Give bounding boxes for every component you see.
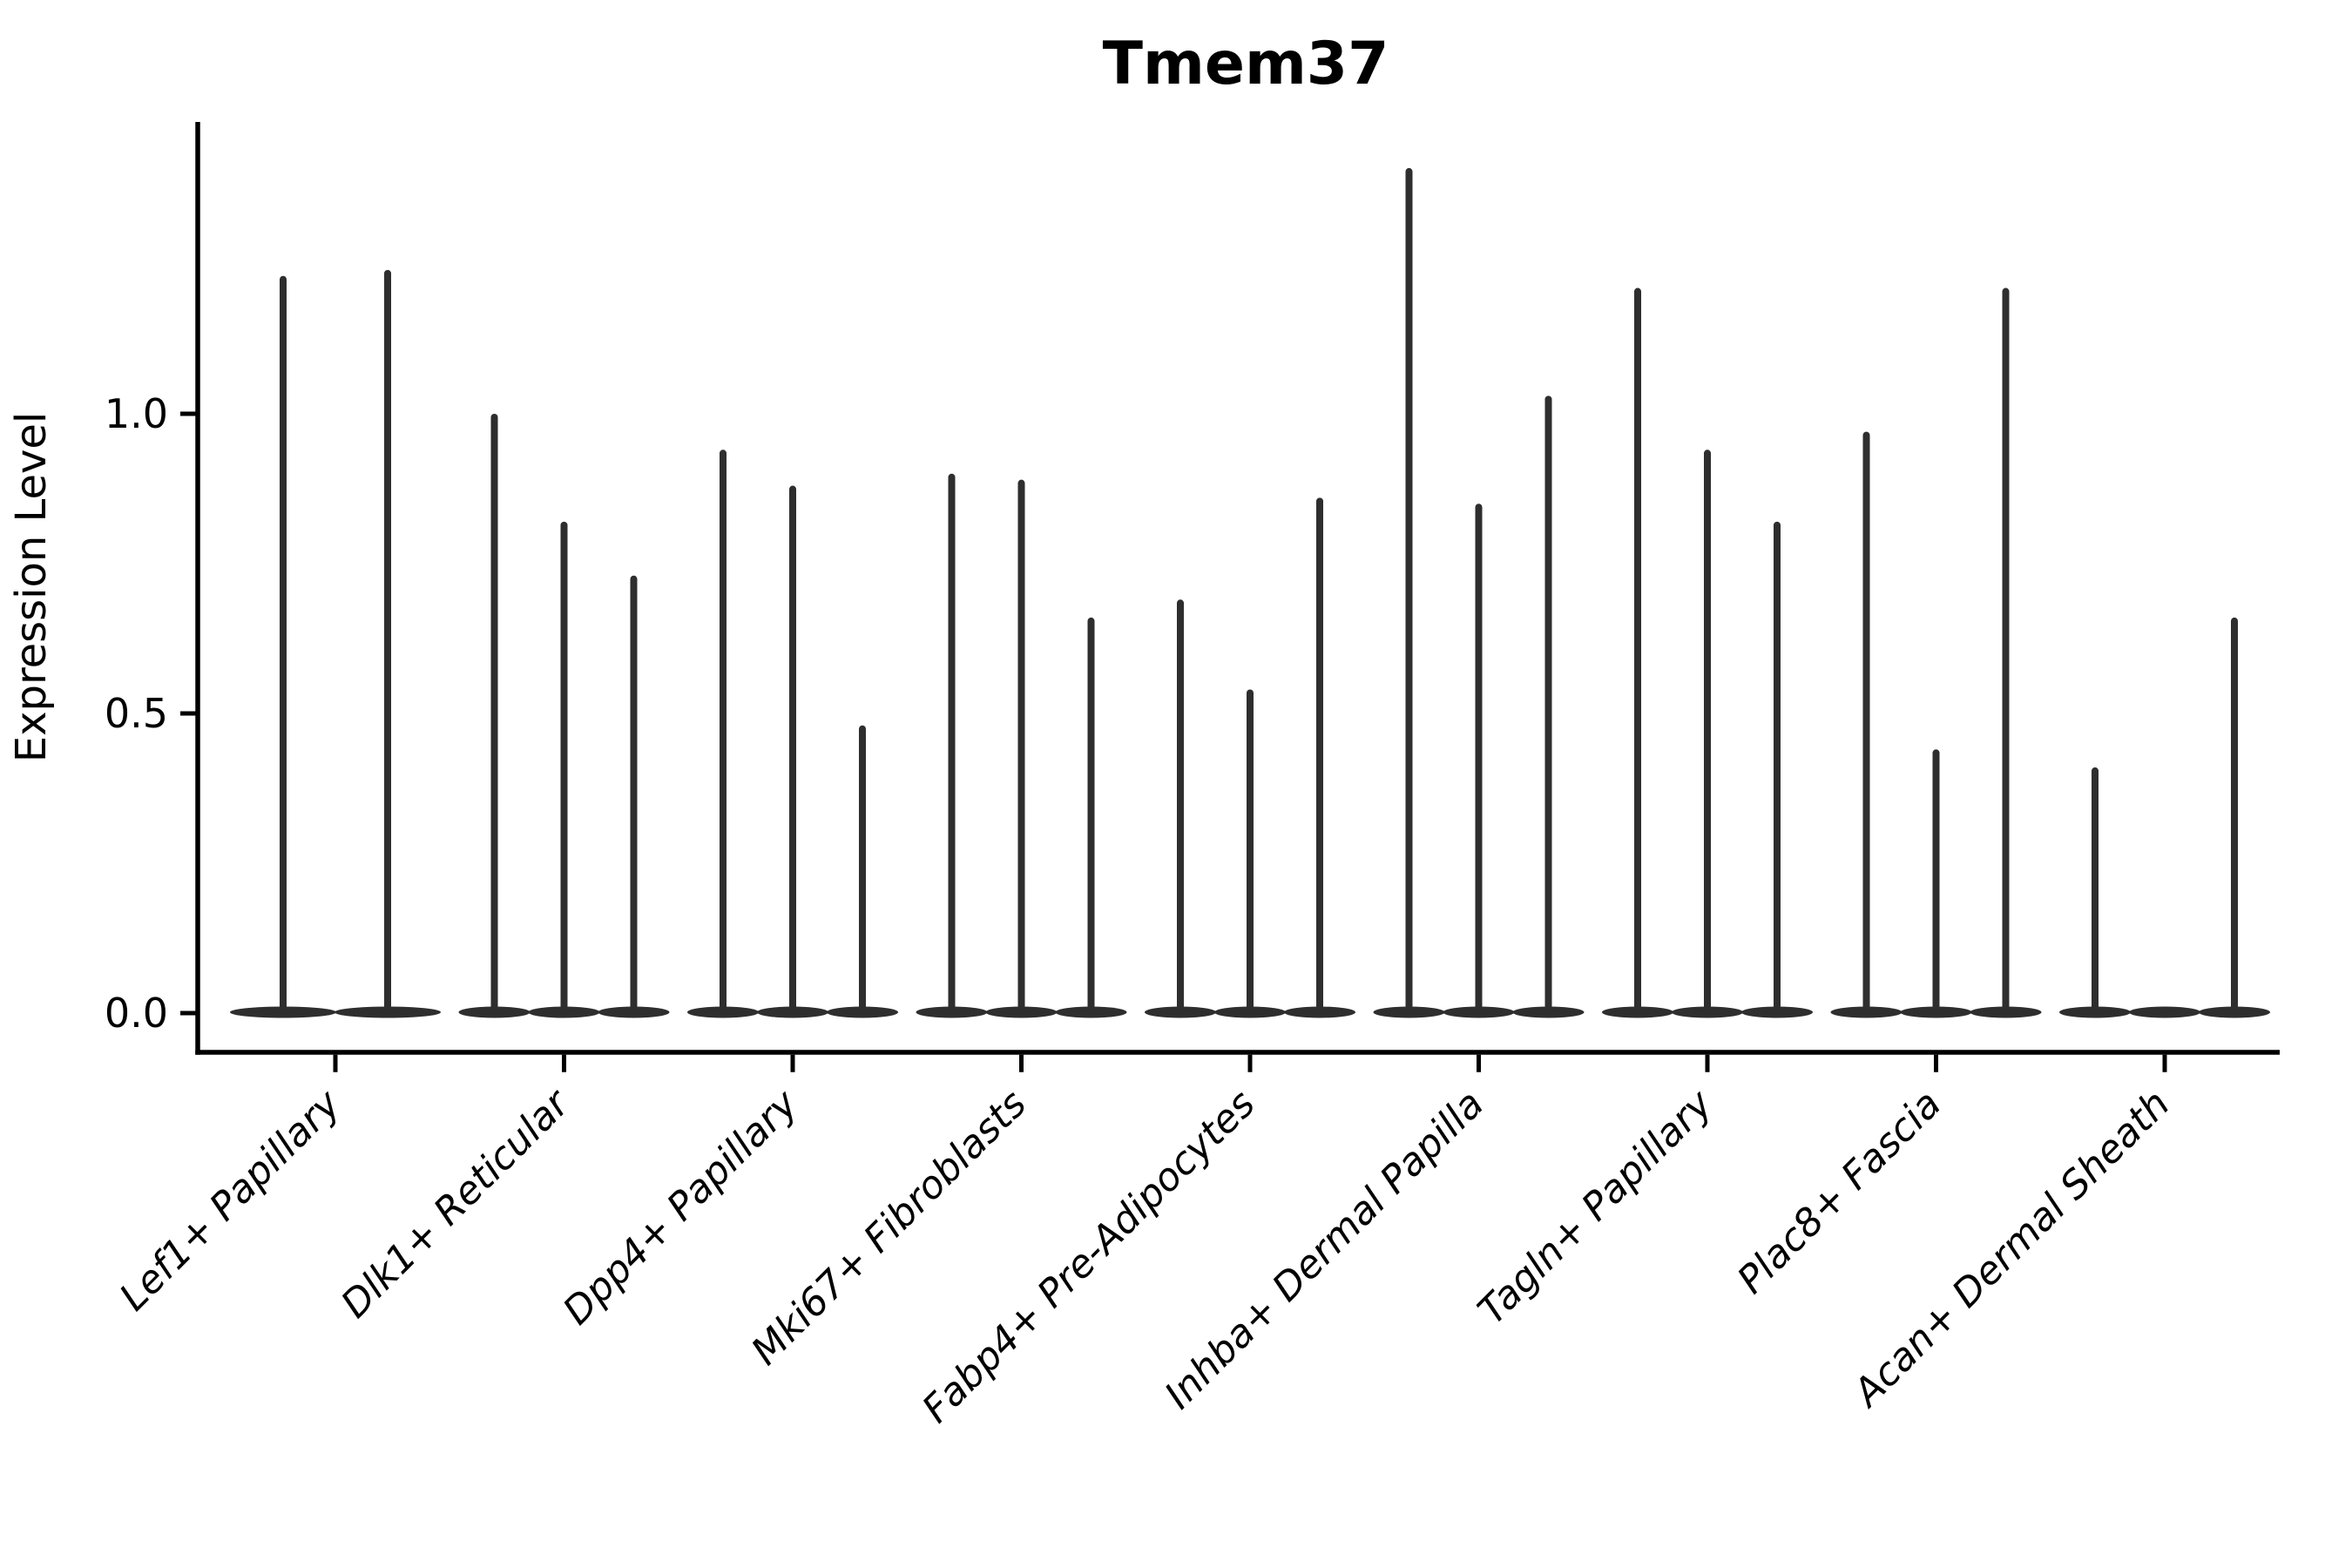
y-axis-label: Expression Level [7, 412, 56, 763]
violin-base [2129, 1006, 2200, 1018]
y-tick-label: 0.5 [105, 690, 168, 737]
y-tick-label: 0.0 [105, 990, 168, 1037]
y-tick-label: 1.0 [105, 390, 168, 437]
chart-title: Tmem37 [1103, 30, 1389, 98]
